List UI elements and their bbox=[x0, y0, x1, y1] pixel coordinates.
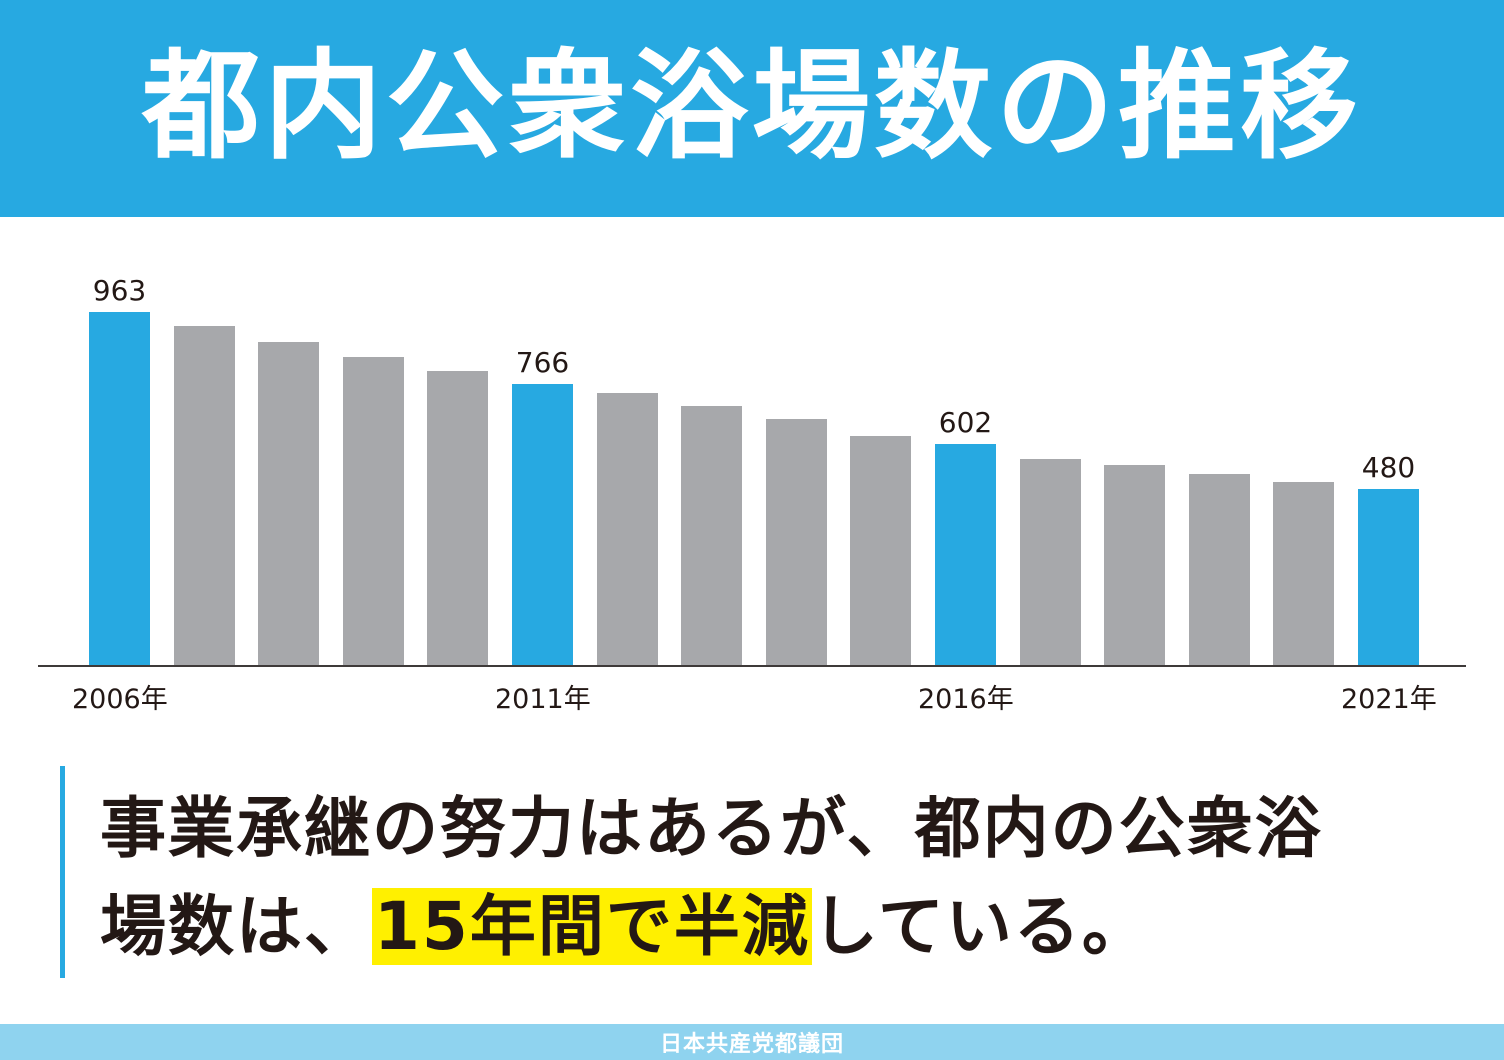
bar-2019年 bbox=[1189, 474, 1250, 665]
footer-credit: 日本共産党都議団 bbox=[659, 1032, 844, 1057]
data-label: 963 bbox=[92, 274, 147, 307]
summary-message: 事業承継の努力はあるが、都内の公衆浴 場数は、15年間で半減している。 bbox=[60, 766, 1460, 978]
bar-2008年 bbox=[258, 342, 319, 665]
footer-banner: 日本共産党都議団 bbox=[0, 1024, 1504, 1060]
accent-bar bbox=[60, 766, 65, 978]
bar-2012年 bbox=[597, 393, 658, 665]
title-banner: 都内公衆浴場数の推移 bbox=[0, 0, 1504, 217]
data-label: 602 bbox=[938, 406, 993, 439]
bar-2014年 bbox=[766, 419, 827, 665]
bar-2006年 bbox=[89, 312, 150, 665]
summary-line-2: 場数は、15年間で半減している。 bbox=[100, 878, 1323, 976]
bar-2020年 bbox=[1273, 482, 1334, 665]
x-tick-label: 2021年 bbox=[1341, 684, 1437, 715]
page-title: 都内公衆浴場数の推移 bbox=[141, 36, 1362, 175]
bar-2021年 bbox=[1358, 489, 1419, 665]
bar-2010年 bbox=[427, 371, 488, 665]
bar-2007年 bbox=[174, 326, 235, 665]
bar-2009年 bbox=[343, 357, 404, 665]
bar-2017年 bbox=[1020, 459, 1081, 665]
bar-2016年 bbox=[935, 444, 996, 665]
x-tick-label: 2011年 bbox=[495, 684, 591, 715]
summary-line-2-pre: 場数は、 bbox=[100, 888, 372, 965]
x-tick-label: 2016年 bbox=[918, 684, 1014, 715]
bar-2011年 bbox=[512, 384, 573, 665]
x-axis-line bbox=[38, 665, 1466, 667]
summary-line-1: 事業承継の努力はあるが、都内の公衆浴 bbox=[100, 790, 1323, 867]
bar-2015年 bbox=[850, 436, 911, 665]
bar-chart: 963 2006年 766 2011年 602 2016年 480 2021年 bbox=[0, 217, 1504, 737]
x-tick-label: 2006年 bbox=[72, 684, 168, 715]
bar-2013年 bbox=[681, 406, 742, 665]
bar-2018年 bbox=[1104, 465, 1165, 665]
summary-line-2-post: している。 bbox=[811, 888, 1150, 965]
data-label: 480 bbox=[1361, 451, 1416, 484]
summary-text: 事業承継の努力はあるが、都内の公衆浴 場数は、15年間で半減している。 bbox=[100, 780, 1323, 976]
data-label: 766 bbox=[515, 346, 570, 379]
highlighted-phrase: 15年間で半減 bbox=[372, 888, 812, 965]
